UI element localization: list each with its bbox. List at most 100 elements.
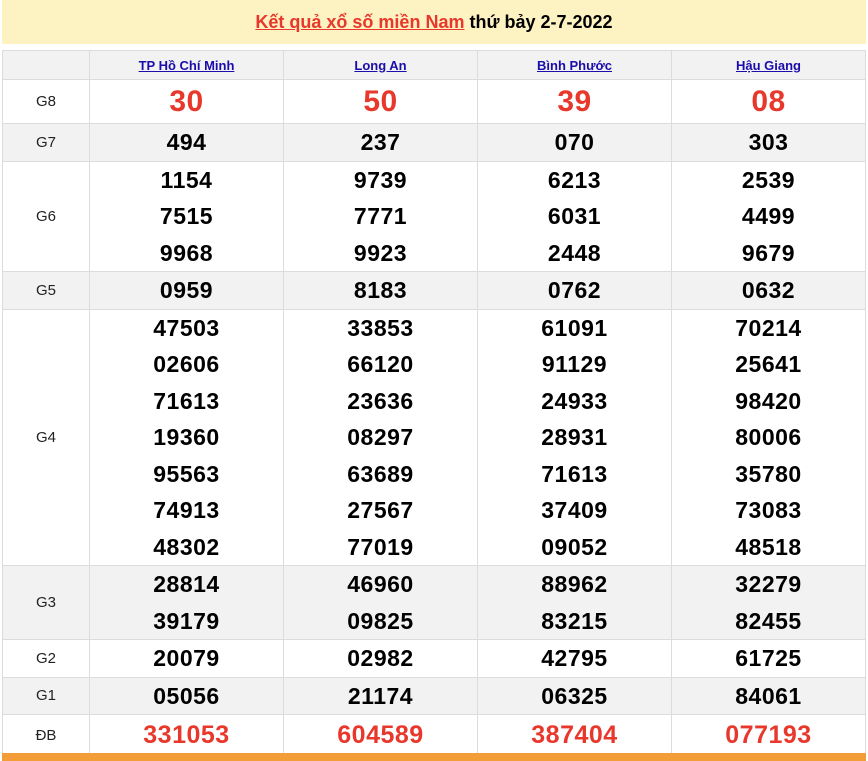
- result-number: 80006: [735, 424, 802, 450]
- page-title: Kết quả xổ số miền Nam thứ bảy 2-7-2022: [2, 0, 866, 44]
- result-number: 66120: [347, 351, 414, 377]
- result-cell: 46960 09825: [283, 565, 478, 640]
- result-number: 77019: [347, 533, 414, 560]
- result-number: 25641: [735, 351, 802, 377]
- result-number: 23636: [347, 387, 414, 414]
- result-cell: 50: [283, 79, 478, 124]
- result-number: 05056: [153, 682, 220, 709]
- prize-row-g7: G7 494 237 070 303: [2, 123, 866, 162]
- result-number: 71613: [541, 460, 608, 487]
- result-number: 32279: [735, 571, 802, 597]
- prize-row-g2: G2 20079 02982 42795 61725: [2, 639, 866, 678]
- corner-cell: [2, 50, 90, 80]
- province-header: TP Hồ Chí Minh: [89, 50, 284, 80]
- result-number: 303: [748, 129, 789, 155]
- result-number: 08: [751, 85, 786, 118]
- result-cell: 28814 39179: [89, 565, 284, 640]
- province-link[interactable]: TP Hồ Chí Minh: [138, 57, 235, 73]
- prize-label: G7: [2, 123, 90, 162]
- result-number: 2539: [741, 166, 796, 193]
- result-number: 71613: [153, 387, 220, 414]
- prize-row-g5: G5 0959 8183 0762 0632: [2, 271, 866, 310]
- prize-row-g4: G4 47503 02606 71613 19360 95563 74913 48302 338…: [2, 308, 866, 566]
- province-link[interactable]: Hậu Giang: [735, 57, 801, 73]
- province-header: Long An: [283, 50, 478, 80]
- result-number: 494: [166, 129, 207, 155]
- title-date: thứ bảy 2-7-2022: [464, 12, 613, 32]
- result-number: 61725: [735, 645, 802, 671]
- result-number: 20079: [153, 645, 220, 671]
- result-number: 27567: [347, 497, 414, 523]
- result-number: 331053: [143, 721, 230, 749]
- result-number: 06325: [541, 682, 608, 709]
- result-number: 30: [169, 85, 204, 118]
- result-number: 02982: [347, 645, 414, 671]
- result-number: 7771: [353, 203, 408, 229]
- result-number: 4499: [741, 203, 796, 229]
- result-cell: 61091 91129 24933 28931 71613 37409 09052: [477, 308, 672, 566]
- result-cell: 21174: [283, 676, 478, 715]
- result-cell: 0632: [671, 271, 866, 310]
- result-cell: 05056: [89, 676, 284, 715]
- result-number: 077193: [725, 721, 812, 749]
- result-cell: 42795: [477, 639, 672, 678]
- result-cell: 0762: [477, 271, 672, 310]
- result-number: 24933: [541, 387, 608, 414]
- result-number: 0959: [159, 277, 214, 303]
- prize-row-g1: G1 05056 21174 06325 84061: [2, 676, 866, 715]
- result-number: 9679: [741, 239, 796, 266]
- title-link[interactable]: Kết quả xổ số miền Nam: [255, 12, 465, 32]
- result-number: 387404: [531, 721, 618, 749]
- prize-label: G1: [2, 676, 90, 715]
- result-cell: 1154 7515 9968: [89, 160, 284, 272]
- result-number: 84061: [735, 682, 802, 709]
- result-number: 2448: [547, 239, 602, 266]
- result-number: 09825: [347, 607, 414, 634]
- prize-label: G8: [2, 79, 90, 124]
- result-cell: 61725: [671, 639, 866, 678]
- result-cell: 32279 82455: [671, 565, 866, 640]
- result-number: 070: [554, 129, 595, 155]
- result-number: 73083: [735, 497, 802, 523]
- result-number: 19360: [153, 424, 220, 450]
- result-cell: 387404: [477, 714, 672, 757]
- result-number: 82455: [735, 607, 802, 634]
- province-header: Bình Phước: [477, 50, 672, 80]
- province-link[interactable]: Bình Phước: [537, 57, 612, 73]
- result-number: 50: [363, 85, 398, 118]
- result-cell: 02982: [283, 639, 478, 678]
- result-cell: 20079: [89, 639, 284, 678]
- result-cell: 6213 6031 2448: [477, 160, 672, 272]
- result-cell: 88962 83215: [477, 565, 672, 640]
- result-number: 48518: [735, 533, 802, 560]
- result-cell: 2539 4499 9679: [671, 160, 866, 272]
- province-link[interactable]: Long An: [354, 57, 407, 73]
- result-cell: 9739 7771 9923: [283, 160, 478, 272]
- result-number: 88962: [541, 571, 608, 597]
- result-cell: 494: [89, 123, 284, 162]
- result-number: 0762: [547, 277, 602, 303]
- result-number: 08297: [347, 424, 414, 450]
- prize-label: G2: [2, 639, 90, 678]
- result-cell: 06325: [477, 676, 672, 715]
- result-cell: 70214 25641 98420 80006 35780 73083 48518: [671, 308, 866, 566]
- result-number: 1154: [160, 166, 213, 193]
- result-number: 39: [557, 85, 592, 118]
- result-number: 98420: [735, 387, 802, 414]
- result-number: 09052: [541, 533, 608, 560]
- result-number: 9739: [353, 166, 408, 193]
- result-cell: 077193: [671, 714, 866, 757]
- result-number: 0632: [741, 277, 796, 303]
- results-table: TP Hồ Chí Minh Long An Bình Phước Hậu Giang…: [2, 50, 866, 757]
- result-number: 33853: [347, 314, 414, 341]
- result-number: 9968: [159, 239, 214, 266]
- result-number: 9923: [353, 239, 408, 266]
- result-number: 63689: [347, 460, 414, 487]
- prize-label: G4: [2, 308, 90, 566]
- result-number: 604589: [337, 721, 424, 749]
- result-number: 61091: [541, 314, 608, 341]
- result-cell: 0959: [89, 271, 284, 310]
- result-cell: 237: [283, 123, 478, 162]
- result-number: 28814: [153, 571, 220, 597]
- result-number: 02606: [153, 351, 220, 377]
